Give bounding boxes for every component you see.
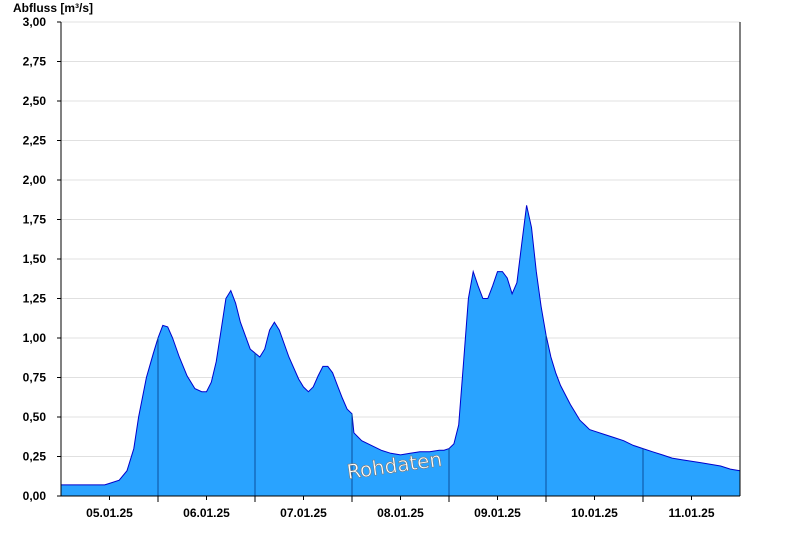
y-tick-label: 1,75	[23, 213, 47, 227]
x-tick-label: 07.01.25	[280, 506, 327, 520]
y-tick-label: 1,25	[23, 292, 47, 306]
y-tick-label: 3,00	[23, 15, 47, 29]
y-tick-label: 0,75	[23, 371, 47, 385]
x-tick-label: 08.01.25	[377, 506, 424, 520]
y-tick-label: 2,00	[23, 173, 47, 187]
y-tick-label: 0,50	[23, 410, 47, 424]
y-tick-label: 2,25	[23, 134, 47, 148]
y-tick-label: 2,75	[23, 55, 47, 69]
x-tick-label: 05.01.25	[86, 506, 133, 520]
x-tick-label: 06.01.25	[183, 506, 230, 520]
y-tick-label: 0,00	[23, 489, 47, 503]
y-tick-label: 1,50	[23, 252, 47, 266]
x-tick-label: 09.01.25	[474, 506, 521, 520]
x-tick-label: 11.01.25	[668, 506, 714, 520]
discharge-line	[61, 205, 741, 486]
y-axis-label: Abfluss [m³/s]	[13, 1, 94, 15]
discharge-area	[61, 205, 740, 497]
y-tick-label: 2,50	[23, 94, 47, 108]
x-tick-label: 10.01.25	[571, 506, 618, 520]
y-tick-label: 1,00	[23, 331, 47, 345]
y-tick-label: 0,25	[23, 450, 47, 464]
